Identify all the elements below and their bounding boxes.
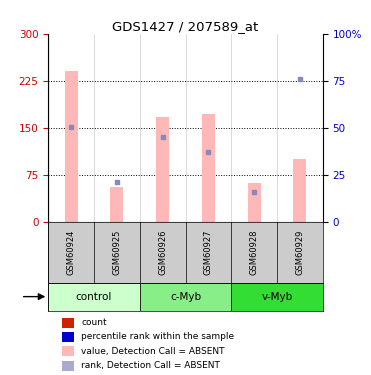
Bar [156,117,169,222]
Bar [62,332,74,342]
Title: GDS1427 / 207589_at: GDS1427 / 207589_at [112,20,259,33]
Text: control: control [76,292,112,302]
Text: c-Myb: c-Myb [170,292,201,302]
Bar [248,183,260,222]
Text: count: count [81,318,107,327]
Bar [231,282,323,311]
Text: GSM60924: GSM60924 [67,230,76,275]
Bar [48,282,140,311]
Bar [62,346,74,356]
Bar [65,71,78,222]
Text: GSM60929: GSM60929 [295,230,304,275]
Bar [140,282,231,311]
Bar [202,114,215,222]
Bar [62,361,74,370]
Text: GSM60928: GSM60928 [250,230,259,275]
Bar [293,159,306,222]
Text: GSM60925: GSM60925 [112,230,121,275]
Text: value, Detection Call = ABSENT: value, Detection Call = ABSENT [81,347,225,356]
Text: percentile rank within the sample: percentile rank within the sample [81,332,234,341]
Bar [111,188,123,222]
Bar [62,318,74,328]
Text: v-Myb: v-Myb [262,292,293,302]
Text: GSM60927: GSM60927 [204,230,213,275]
Text: rank, Detection Call = ABSENT: rank, Detection Call = ABSENT [81,361,220,370]
Text: GSM60926: GSM60926 [158,230,167,275]
